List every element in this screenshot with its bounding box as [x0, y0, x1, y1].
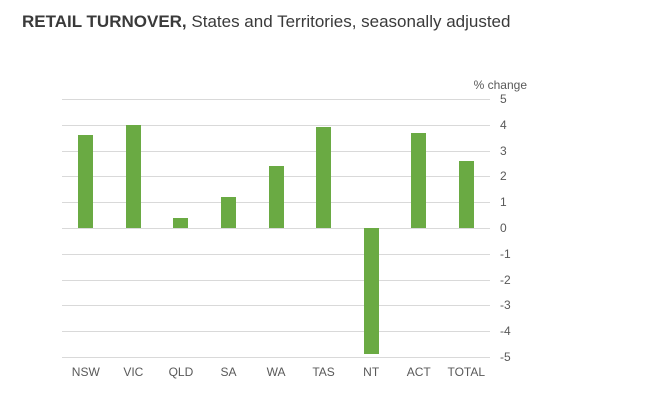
- bar-vic: [125, 124, 141, 228]
- y-tick-label: 3: [500, 143, 507, 158]
- x-tick-label-total: TOTAL: [447, 365, 486, 379]
- x-tick-label-vic: VIC: [123, 365, 144, 379]
- y-tick-label: 1: [500, 195, 507, 210]
- gridline: [62, 305, 490, 307]
- y-axis: 5 4 3 2 1 0 -1 -2 -3 -4 -5: [490, 92, 530, 364]
- y-axis-title-row: % change: [62, 78, 527, 99]
- x-tick-label-nt: NT: [363, 365, 380, 379]
- chart-title-bold: RETAIL TURNOVER,: [22, 12, 187, 31]
- x-tick-label-sa: SA: [220, 365, 237, 379]
- plot-area: [62, 99, 490, 358]
- bar-tas: [316, 127, 332, 228]
- y-tick-label: -4: [500, 324, 511, 339]
- x-tick-label-act: ACT: [406, 365, 431, 379]
- bar-total: [458, 160, 474, 228]
- gridline: [62, 150, 490, 152]
- bar-nt: [363, 228, 379, 355]
- gridline: [62, 357, 490, 358]
- y-tick-label: -3: [500, 298, 511, 313]
- gridline: [62, 331, 490, 333]
- y-tick-label: -2: [500, 272, 511, 287]
- y-tick-label: -1: [500, 246, 511, 261]
- y-axis-title: % change: [473, 78, 527, 92]
- y-tick-label: 2: [500, 169, 507, 184]
- bar-qld: [173, 217, 189, 228]
- gridline: [62, 228, 490, 229]
- x-tick-label-wa: WA: [266, 365, 286, 379]
- gridline: [62, 279, 490, 281]
- bar-sa: [220, 197, 236, 228]
- chart-title: RETAIL TURNOVER, States and Territories,…: [22, 12, 510, 32]
- y-tick-label: 4: [500, 117, 507, 132]
- bar-chart: % change 5 4 3 2 1 0 -1 -2 -3 -4 -5 NSW VIC QLD SA WA T…: [62, 78, 532, 379]
- bar-wa: [268, 166, 284, 228]
- y-tick-label: 5: [500, 92, 507, 106]
- y-tick-label: -5: [500, 350, 511, 364]
- x-axis: NSW VIC QLD SA WA TAS NT ACT TOTAL: [62, 365, 490, 379]
- x-tick-label-qld: QLD: [168, 365, 194, 379]
- chart-body: 5 4 3 2 1 0 -1 -2 -3 -4 -5: [62, 92, 532, 364]
- bar-nsw: [78, 135, 94, 228]
- x-tick-label-tas: TAS: [312, 365, 335, 379]
- bar-act: [411, 132, 427, 228]
- gridline: [62, 253, 490, 255]
- gridline: [62, 99, 490, 100]
- x-tick-label-nsw: NSW: [71, 365, 100, 379]
- gridline: [62, 124, 490, 126]
- y-tick-label: 0: [500, 221, 507, 235]
- chart-title-regular: States and Territories, seasonally adjus…: [186, 12, 511, 31]
